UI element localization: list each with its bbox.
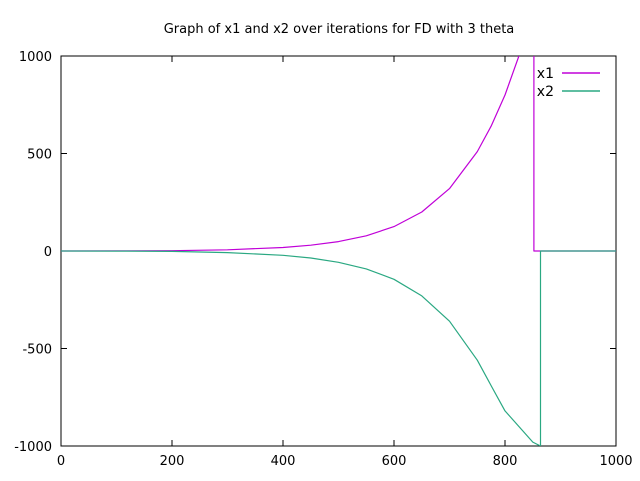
- x-tick-label: 600: [382, 454, 407, 469]
- x-tick-label: 800: [493, 454, 518, 469]
- series-line-x1: [61, 56, 616, 252]
- x-tick-label: 1000: [599, 454, 632, 469]
- x-tick-label: 0: [57, 454, 65, 469]
- y-tick-label: 0: [44, 245, 52, 260]
- axis-ticks: 0 200 400 600 800 1000 -1000 -500 0 500 1000: [14, 50, 632, 469]
- legend-label-x2: x2: [537, 84, 554, 100]
- y-tick-label: -1000: [14, 440, 52, 455]
- series-line-x2: [61, 250, 616, 446]
- x-tick-label: 400: [271, 454, 296, 469]
- chart-title: Graph of x1 and x2 over iterations for F…: [164, 22, 515, 37]
- series-lines: [61, 56, 616, 446]
- y-tick-label: 1000: [19, 50, 52, 65]
- x-tick-label: 200: [160, 454, 185, 469]
- legend-label-x1: x1: [537, 66, 554, 82]
- y-tick-label: 500: [27, 148, 52, 163]
- y-tick-label: -500: [22, 343, 52, 358]
